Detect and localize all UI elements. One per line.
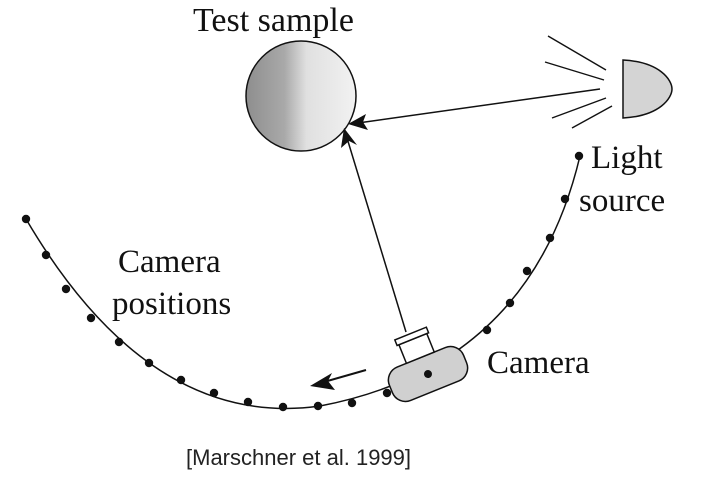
camera-position-dot xyxy=(560,194,570,204)
camera-position-dot xyxy=(86,313,96,323)
camera-position-dot xyxy=(505,298,515,308)
citation: [Marschner et al. 1999] xyxy=(186,445,412,470)
camera-position-dot xyxy=(347,398,357,408)
camera-label: Camera xyxy=(487,345,590,381)
camera-view-arrow xyxy=(341,128,407,333)
camera-position-dots xyxy=(21,151,584,412)
camera-positions-label-line2: positions xyxy=(112,286,232,322)
camera-icon xyxy=(387,326,469,403)
direction-arrow xyxy=(310,369,367,390)
camera-position-dot xyxy=(278,402,288,412)
test-sample-sphere xyxy=(245,40,357,152)
light-rays xyxy=(544,35,613,129)
camera-position-dot xyxy=(61,284,71,294)
light-source-label-line1: Light xyxy=(591,140,663,176)
camera-position-dot xyxy=(209,388,219,398)
camera-position-dot xyxy=(313,401,323,411)
camera-position-dot xyxy=(522,266,532,276)
camera-positions-label-line1: Camera xyxy=(118,244,221,280)
camera-position-dot xyxy=(144,358,154,368)
light-source-label-line2: source xyxy=(579,183,666,219)
camera-position-dot xyxy=(545,233,555,243)
camera-position-dot xyxy=(243,397,253,407)
camera-position-dot xyxy=(176,375,186,385)
camera-position-dot xyxy=(574,151,584,161)
test-sample-label: Test sample xyxy=(193,2,354,39)
camera-position-dot xyxy=(482,325,492,335)
camera-position-dot xyxy=(114,337,124,347)
light-source-icon xyxy=(544,35,673,129)
light-ray-arrow xyxy=(348,88,601,130)
camera-position-dot xyxy=(382,388,392,398)
camera-position-dot xyxy=(21,214,31,224)
camera-position-dot xyxy=(41,250,51,260)
